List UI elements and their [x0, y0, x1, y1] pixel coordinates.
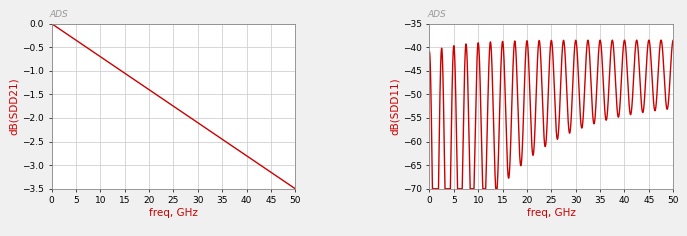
Y-axis label: dB(SDD11): dB(SDD11) [390, 77, 400, 135]
Text: ADS: ADS [49, 10, 68, 19]
X-axis label: freq, GHz: freq, GHz [527, 208, 576, 218]
Text: ADS: ADS [427, 10, 446, 19]
Y-axis label: dB(SDD21): dB(SDD21) [9, 77, 19, 135]
X-axis label: freq, GHz: freq, GHz [149, 208, 198, 218]
